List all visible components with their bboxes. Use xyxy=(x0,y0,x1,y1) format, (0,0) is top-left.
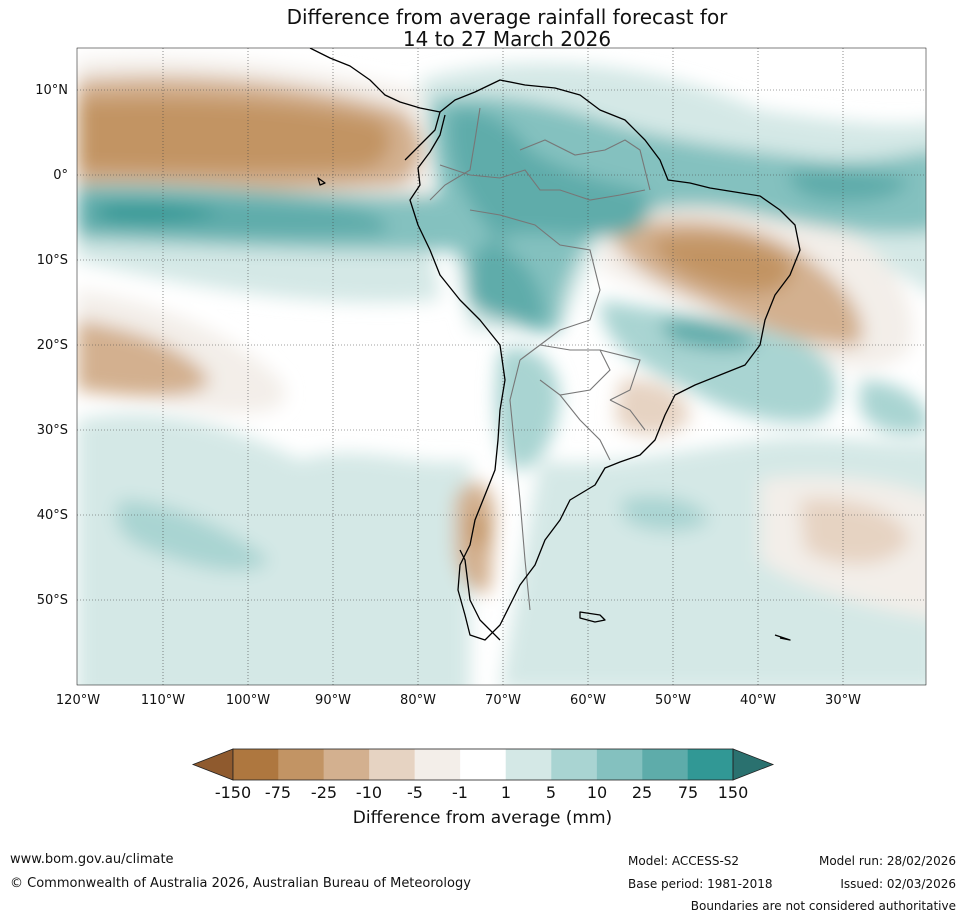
lat-label-10s: 10°S xyxy=(36,253,68,268)
lat-label-10n: 10°N xyxy=(35,83,68,98)
colorbar-tick: 1 xyxy=(500,783,512,802)
lon-label-40w: 40°W xyxy=(740,693,776,708)
anomaly-field xyxy=(77,57,926,685)
rainfall-anomaly-map xyxy=(76,47,927,686)
colorbar-swatch xyxy=(323,749,370,780)
lon-label-90w: 90°W xyxy=(315,693,351,708)
colorbar-swatch xyxy=(505,749,552,780)
colorbar-tick: 150 xyxy=(717,783,749,802)
colorbar-title: Difference from average (mm) xyxy=(352,808,613,828)
model-name: Model: ACCESS-S2 xyxy=(628,854,740,868)
lat-label-30s: 30°S xyxy=(36,423,68,438)
colorbar-swatch xyxy=(596,749,643,780)
coastline xyxy=(309,48,801,641)
country-boundaries xyxy=(429,107,651,611)
colorbar-arrow-low xyxy=(191,748,234,781)
lat-label-0: 0° xyxy=(53,168,68,183)
colorbar-tick: -1 xyxy=(452,783,468,802)
lon-label-120w: 120°W xyxy=(55,693,101,708)
colorbar-arrow-high xyxy=(732,748,775,781)
colorbar-tick: -5 xyxy=(407,783,423,802)
colorbar-swatch xyxy=(278,749,324,780)
colorbar-swatch xyxy=(642,749,688,780)
lat-label-50s: 50°S xyxy=(36,593,68,608)
colorbar-tick: -25 xyxy=(310,783,338,802)
boundaries-disclaimer: Boundaries are not considered authoritat… xyxy=(690,899,956,913)
colorbar-tick: 75 xyxy=(677,783,699,802)
colorbar-tick: -10 xyxy=(355,783,383,802)
colorbar-tick: -150 xyxy=(214,783,252,802)
colorbar-tick: 25 xyxy=(631,783,653,802)
lon-label-100w: 100°W xyxy=(225,693,271,708)
lat-label-40s: 40°S xyxy=(36,508,68,523)
issued-date: Issued: 02/03/2026 xyxy=(840,877,956,891)
title-line-1: Difference from average rainfall forecas… xyxy=(286,5,728,29)
lon-label-30w: 30°W xyxy=(825,693,861,708)
colorbar-tick: 10 xyxy=(586,783,608,802)
copyright-text: © Commonwealth of Australia 2026, Austra… xyxy=(10,876,471,891)
lon-label-110w: 110°W xyxy=(140,693,186,708)
colorbar-swatches xyxy=(191,748,775,781)
colorbar-swatch xyxy=(233,749,279,780)
lon-label-50w: 50°W xyxy=(655,693,691,708)
model-run-date: Model run: 28/02/2026 xyxy=(818,854,956,868)
colorbar-swatch xyxy=(369,749,415,780)
lon-label-70w: 70°W xyxy=(485,693,521,708)
colorbar-swatch xyxy=(687,749,733,780)
title-line-2: 14 to 27 March 2026 xyxy=(402,27,612,51)
lat-label-20s: 20°S xyxy=(36,338,68,353)
colorbar-tick: -75 xyxy=(264,783,292,802)
colorbar-swatch xyxy=(414,749,461,780)
colorbar-swatch xyxy=(551,749,597,780)
lon-label-60w: 60°W xyxy=(570,693,606,708)
website-link[interactable]: www.bom.gov.au/climate xyxy=(10,852,174,867)
map-frame xyxy=(76,47,927,686)
colorbar-swatch xyxy=(460,749,506,780)
base-period: Base period: 1981-2018 xyxy=(628,877,773,891)
lon-label-80w: 80°W xyxy=(400,693,436,708)
colorbar-tick: 5 xyxy=(545,783,557,802)
